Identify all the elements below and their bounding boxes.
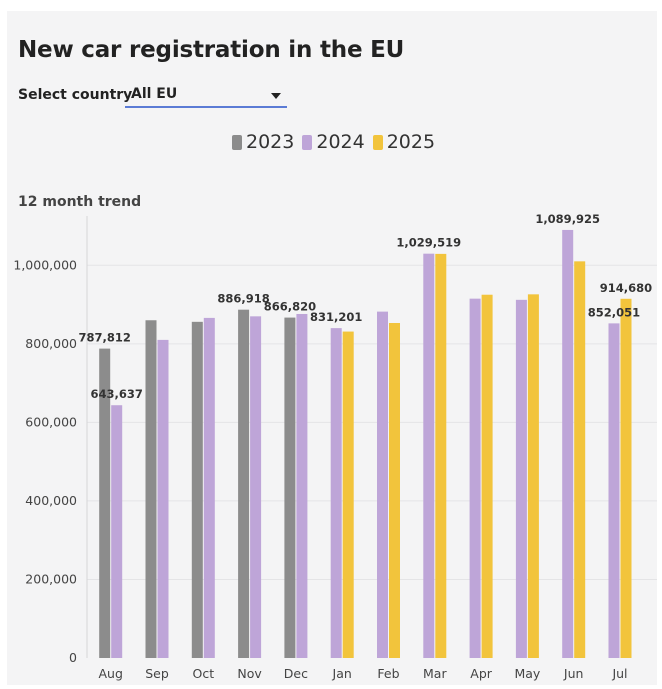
country-select-label: Select country: [18, 87, 133, 103]
x-tick-label: Apr: [470, 666, 492, 681]
y-tick-label: 800,000: [25, 336, 77, 351]
y-tick-label: 0: [69, 650, 77, 665]
y-tick-label: 600,000: [25, 414, 77, 429]
data-label: 914,680: [600, 281, 652, 295]
y-tick-label: 200,000: [25, 571, 77, 586]
bar-2024-may: [515, 299, 527, 658]
country-select-value: All EU: [131, 86, 178, 102]
bar-2024-mar: [423, 253, 435, 658]
x-tick-label: Jun: [563, 666, 584, 681]
x-tick-label: Aug: [98, 666, 122, 681]
bar-2025-feb: [389, 323, 400, 658]
x-tick-label: Jan: [332, 666, 352, 681]
bar-2023-aug: [99, 348, 111, 658]
data-label: 643,637: [91, 387, 143, 401]
x-tick-label: Jul: [611, 666, 627, 681]
data-label: 1,089,925: [535, 212, 600, 226]
bar-2024-oct: [203, 317, 215, 658]
bar-2024-dec: [296, 313, 308, 658]
bar-2025-may: [527, 294, 539, 658]
legend-label-2023: 2023: [246, 131, 295, 153]
chart-panel: New car registration in the EU Select co…: [7, 11, 657, 685]
bar-2023-oct: [191, 321, 203, 658]
bar-2025-apr: [481, 294, 493, 658]
bar-2023-sep: [145, 320, 157, 658]
bar-2024-aug: [111, 405, 123, 658]
bar-2025-jun: [574, 261, 586, 658]
legend-label-2025: 2025: [386, 131, 436, 153]
bar-2025-mar: [435, 253, 447, 658]
legend-item-2023[interactable]: 2023: [232, 131, 294, 153]
legend-swatch-2025: [372, 134, 383, 150]
y-tick-label: 400,000: [25, 493, 77, 508]
data-label: 886,918: [217, 292, 269, 306]
data-label: 866,820: [264, 300, 316, 314]
bar-2024-sep: [157, 339, 169, 658]
bar-2024-jun: [562, 229, 574, 658]
bar-2024-feb: [377, 311, 388, 658]
data-label: 852,051: [588, 305, 640, 319]
x-tick-label: Oct: [192, 666, 214, 681]
data-label: 1,029,519: [396, 236, 461, 250]
x-tick-label: Nov: [237, 666, 262, 681]
bar-2023-dec: [284, 317, 296, 658]
chevron-down-icon: [271, 93, 281, 99]
chart-legend: 2023 2024 2025: [232, 131, 435, 153]
x-tick-label: Mar: [423, 666, 447, 681]
bar-2025-jul: [620, 298, 632, 658]
bar-2024-jan: [330, 328, 342, 658]
x-tick-label: Dec: [284, 666, 308, 681]
x-tick-label: May: [514, 666, 540, 681]
bar-2025-jan: [342, 331, 354, 658]
x-tick-label: Sep: [145, 666, 169, 681]
y-tick-label: 1,000,000: [13, 257, 77, 272]
legend-swatch-2024: [302, 134, 313, 150]
legend-item-2024[interactable]: 2024: [302, 131, 365, 153]
bar-2024-jul: [608, 323, 620, 658]
legend-item-2025[interactable]: 2025: [372, 131, 436, 153]
chart-subtitle: 12 month trend: [18, 194, 142, 210]
bar-chart: 0 200,000 400,000 600,000 800,000 1,000,000 Au…: [13, 212, 657, 681]
bar-2023-nov: [238, 309, 250, 658]
bar-2024-nov: [250, 316, 262, 658]
legend-label-2024: 2024: [316, 131, 365, 153]
bar-2024-apr: [469, 298, 481, 658]
country-select[interactable]: All EU: [125, 84, 287, 108]
legend-swatch-2023: [232, 134, 242, 150]
x-tick-label: Feb: [377, 666, 399, 681]
data-label: 787,812: [79, 331, 131, 345]
data-label: 831,201: [310, 310, 362, 324]
page-title: New car registration in the EU: [18, 37, 405, 63]
